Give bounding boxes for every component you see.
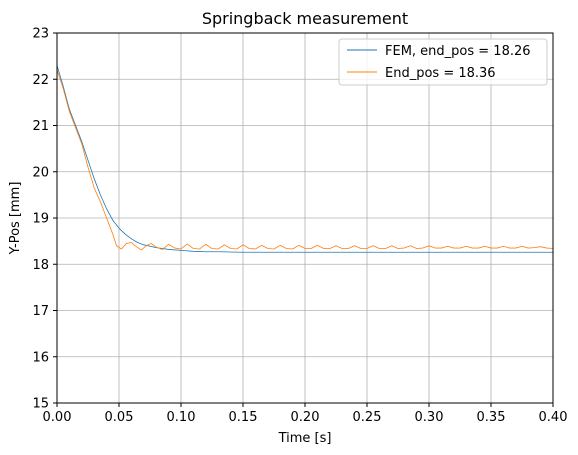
y-tick-label: 19: [32, 212, 49, 227]
series-line-fem: [56, 65, 553, 253]
y-tick-label: 20: [32, 165, 49, 180]
x-tick-label: 0.20: [291, 410, 320, 425]
x-tick-label: 0.25: [353, 410, 382, 425]
x-axis-label: Time [s]: [278, 431, 332, 446]
y-axis-label: Y-Pos [mm]: [8, 182, 23, 256]
axis-ticks: 0.00 0.05 0.10 0.15 0.20 0.25 0.30 0.35 0.40 15 16…: [32, 27, 567, 426]
y-tick-label: 18: [32, 258, 49, 273]
y-tick-label: 23: [32, 27, 49, 42]
y-tick-label: 15: [32, 397, 49, 412]
chart-title: Springback measurement: [202, 9, 408, 28]
x-tick-label: 0.30: [415, 410, 444, 425]
legend: FEM, end_pos = 18.26 End_pos = 18.36: [338, 38, 548, 86]
y-tick-label: 22: [32, 73, 49, 88]
x-tick-label: 0.40: [539, 410, 568, 425]
x-tick-label: 0.10: [167, 410, 196, 425]
x-tick-label: 0.05: [105, 410, 134, 425]
legend-label-fem: FEM, end_pos = 18.26: [385, 44, 531, 59]
x-tick-label: 0.15: [229, 410, 258, 425]
x-tick-label: 0.00: [43, 410, 72, 425]
legend-box: [338, 38, 548, 86]
y-tick-label: 16: [32, 350, 49, 365]
series-lines: [56, 65, 554, 253]
y-tick-label: 21: [32, 119, 49, 134]
y-tick-label: 17: [32, 304, 49, 319]
legend-label-end-pos: End_pos = 18.36: [385, 66, 496, 81]
x-tick-label: 0.35: [477, 410, 506, 425]
series-line-end-pos: [56, 69, 554, 251]
